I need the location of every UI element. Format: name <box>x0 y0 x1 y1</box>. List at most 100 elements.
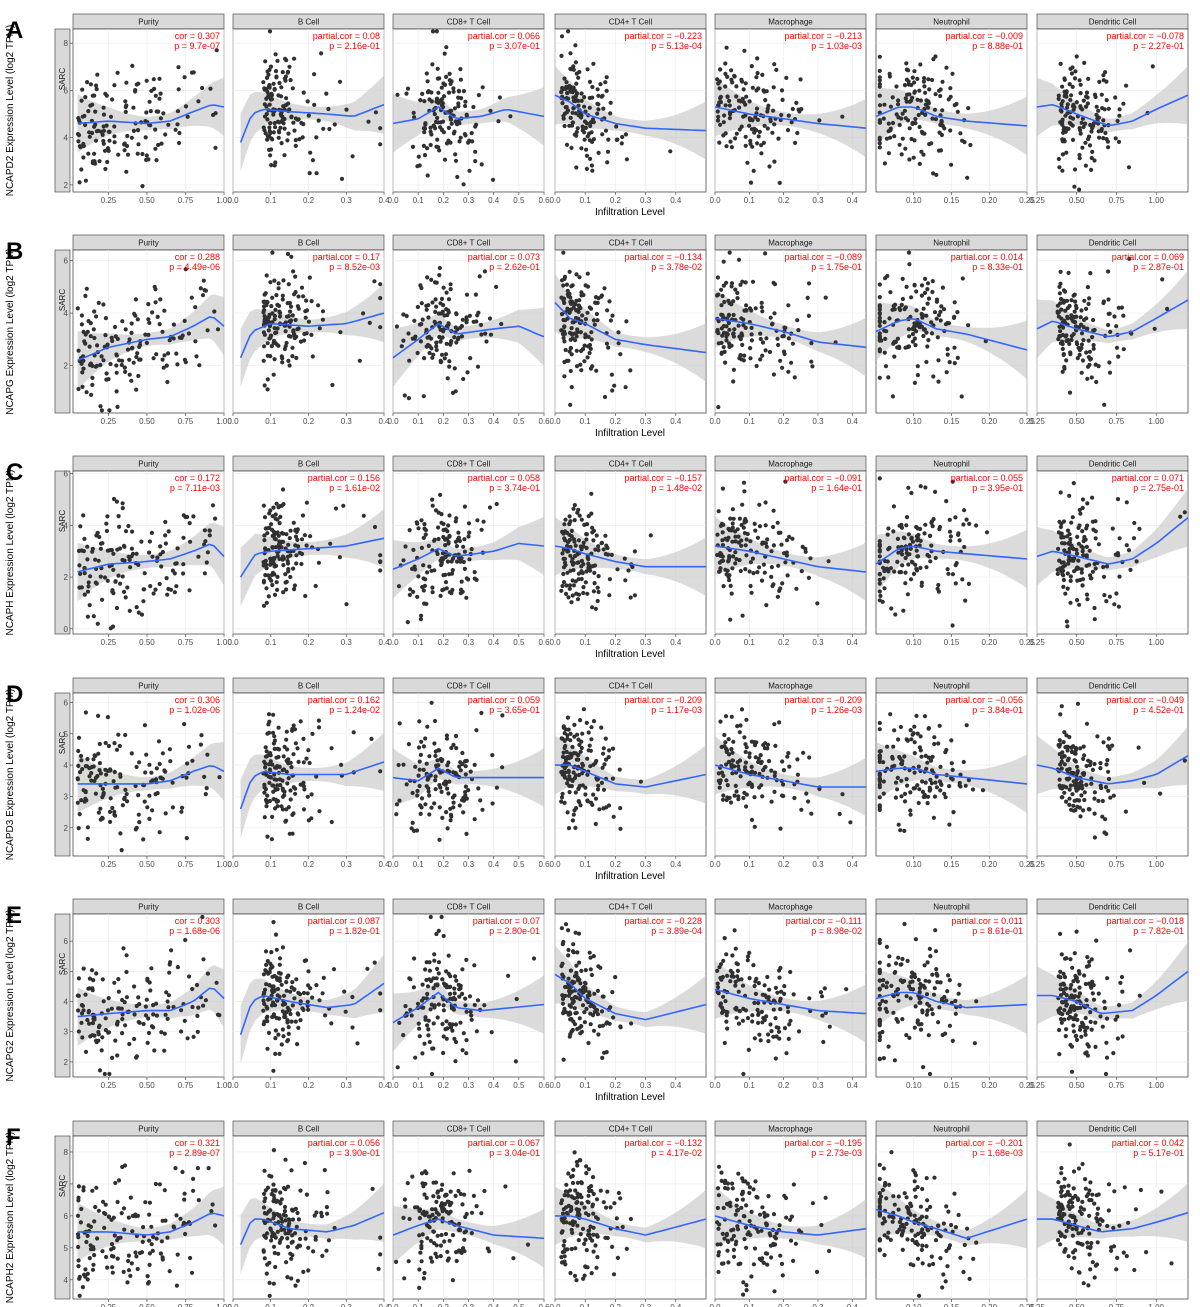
data-point <box>715 327 720 333</box>
data-point <box>922 84 927 89</box>
data-point <box>418 339 423 344</box>
data-point <box>618 806 623 811</box>
data-point <box>500 765 505 770</box>
data-point <box>1093 94 1098 100</box>
data-point <box>1077 156 1082 161</box>
data-point <box>150 554 155 559</box>
data-point <box>1083 121 1088 126</box>
data-point <box>124 792 129 797</box>
data-point <box>162 308 167 313</box>
data-point <box>1060 784 1065 789</box>
data-point <box>1066 558 1071 563</box>
data-point <box>442 157 448 162</box>
data-point <box>401 312 406 317</box>
data-point <box>915 76 920 81</box>
data-point <box>587 79 593 84</box>
data-point <box>1078 91 1083 96</box>
data-point <box>1112 602 1117 607</box>
data-point <box>719 744 724 750</box>
data-point <box>560 529 565 535</box>
data-point <box>441 81 446 86</box>
data-point <box>1087 763 1093 768</box>
data-point <box>738 568 743 574</box>
data-point <box>918 538 923 544</box>
data-point <box>716 405 721 410</box>
data-point <box>801 750 806 755</box>
cancer-strip <box>54 692 71 857</box>
data-point <box>288 788 293 793</box>
data-point <box>599 541 604 546</box>
cancer-strip <box>54 28 71 193</box>
data-point <box>584 166 590 171</box>
data-point <box>572 503 577 508</box>
data-point <box>415 350 420 356</box>
data-point <box>419 301 424 306</box>
data-point <box>301 736 306 742</box>
data-point <box>494 785 499 790</box>
data-point <box>582 343 587 348</box>
data-point <box>1056 96 1061 101</box>
data-point <box>584 545 589 551</box>
data-point <box>144 752 149 757</box>
data-point <box>606 803 612 808</box>
data-point <box>912 786 918 791</box>
data-point <box>326 106 331 112</box>
data-point <box>378 559 383 565</box>
data-point <box>124 143 130 149</box>
data-point <box>440 101 445 106</box>
data-point <box>101 128 107 133</box>
data-point <box>401 558 406 563</box>
data-point <box>351 730 356 735</box>
smooth-line <box>1036 94 1189 127</box>
p-value-label: p = 2.62e-01 <box>489 262 540 272</box>
data-point <box>747 569 752 574</box>
data-point <box>435 758 440 763</box>
data-point <box>877 323 882 328</box>
data-point <box>115 404 120 409</box>
data-point <box>944 370 949 375</box>
data-point <box>337 79 343 84</box>
data-point <box>913 116 918 122</box>
correlation-label: partial.cor = −0.049 <box>1106 695 1184 705</box>
data-point <box>429 336 434 341</box>
x-tick-label: 0.1 <box>413 638 425 647</box>
facet-strip-label: CD8+ T Cell <box>447 18 491 27</box>
data-point <box>464 796 469 801</box>
data-point <box>733 783 738 789</box>
data-point <box>268 751 273 756</box>
data-point <box>272 313 277 319</box>
data-point <box>1074 340 1079 345</box>
data-point <box>952 103 957 108</box>
data-point <box>270 250 275 255</box>
data-point <box>1057 324 1062 329</box>
data-point <box>1094 379 1099 385</box>
data-point <box>906 79 911 84</box>
data-point <box>273 537 278 542</box>
data-point <box>421 576 426 581</box>
data-point <box>908 546 913 551</box>
data-point <box>908 812 913 817</box>
data-point <box>902 799 908 804</box>
data-point <box>768 315 773 320</box>
data-point <box>577 742 582 748</box>
data-point <box>267 129 272 134</box>
data-point <box>180 333 185 338</box>
data-point <box>144 78 149 83</box>
data-point <box>578 362 583 367</box>
p-value-label: p = 2.16e-01 <box>329 41 380 51</box>
data-point <box>932 310 938 315</box>
data-point <box>1058 108 1063 113</box>
data-point <box>575 510 580 515</box>
data-point <box>464 758 469 764</box>
data-point <box>1090 569 1095 574</box>
data-point <box>330 382 335 388</box>
data-point <box>798 77 803 82</box>
data-point <box>81 143 86 149</box>
data-point <box>920 779 925 784</box>
data-point <box>286 542 291 547</box>
data-point <box>570 744 575 750</box>
data-point <box>763 251 768 256</box>
data-point <box>139 612 145 617</box>
data-point <box>571 770 576 775</box>
data-point <box>576 592 582 597</box>
